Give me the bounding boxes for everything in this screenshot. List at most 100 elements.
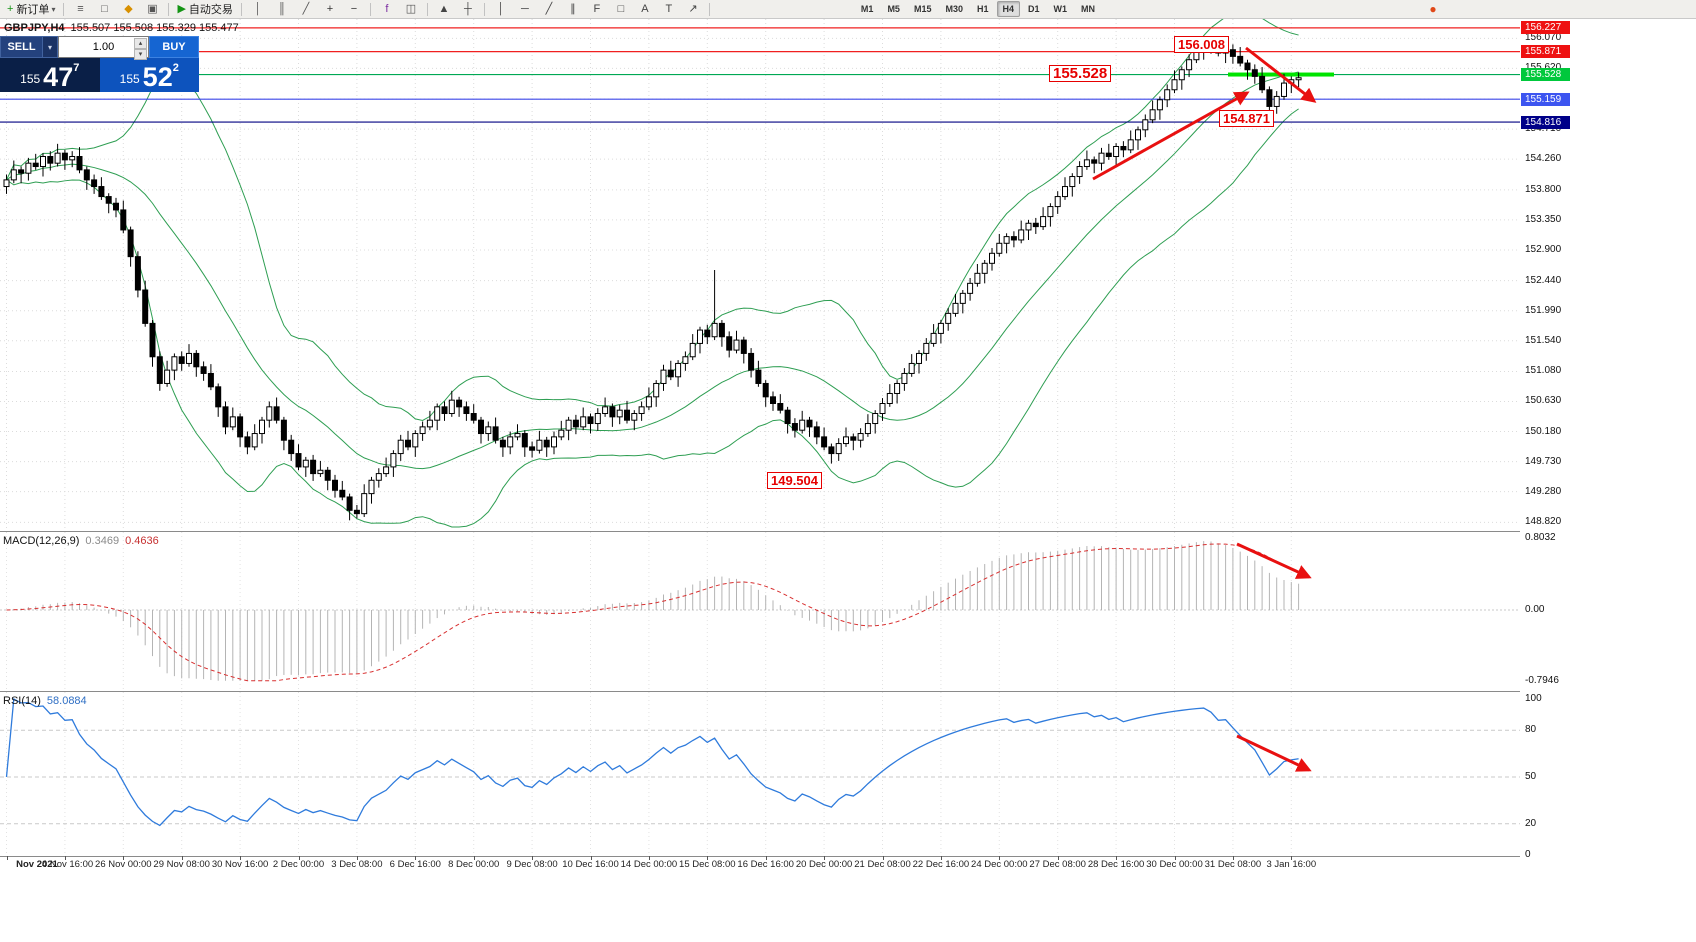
time-tick (1232, 856, 1234, 860)
price-scale-label: 149.730 (1525, 455, 1562, 467)
macd-scale-label: -0.7946 (1525, 675, 1559, 687)
volume-up-button[interactable]: ▴ (134, 38, 147, 49)
rsi-scale-label: 0 (1525, 849, 1531, 860)
timeframe-toolbar: M1 M5 M15 M30 H1 H4 D1 W1 MN (854, 1, 1102, 17)
candlestick-icon: ║ (278, 3, 286, 15)
time-tick (824, 856, 826, 860)
price-scale-label: 153.350 (1525, 213, 1562, 225)
crosshair-icon[interactable]: ┼ (457, 0, 479, 18)
timeframe-m15[interactable]: M15 (913, 4, 932, 14)
timeframe-d1[interactable]: D1 (1028, 4, 1040, 14)
macd-main-value: 0.3469 (85, 535, 120, 547)
auto-trading-button-label: 自动交易 (188, 4, 233, 16)
one-click-trading-panel: SELL ▾ 1.00 ▴ ▾ BUY 155 47 7 155 52 2 (0, 36, 199, 92)
sell-price[interactable]: 155 47 7 (0, 58, 100, 92)
timeframe-h4[interactable]: H4 (996, 1, 1021, 17)
sell-dropdown-caret[interactable]: ▾ (43, 36, 58, 58)
label-icon[interactable]: T (658, 0, 680, 18)
navigator-icon[interactable]: ◆ (117, 0, 139, 18)
auto-trading-button[interactable]: ▶ 自动交易 (174, 0, 235, 18)
tile-windows-icon: ◫ (405, 3, 417, 15)
rsi-panel[interactable] (0, 692, 1520, 856)
marked-price-box: 156.227 (1521, 21, 1570, 35)
time-tick (123, 856, 125, 860)
time-tick (1174, 856, 1176, 860)
new-order-button: + (7, 3, 14, 15)
bar-chart-icon[interactable]: │ (247, 0, 269, 18)
indicators-icon[interactable]: f (376, 0, 398, 18)
price-scale-label: 151.080 (1525, 365, 1562, 377)
volume-down-button[interactable]: ▾ (134, 49, 147, 60)
line-chart-icon[interactable]: ╱ (295, 0, 317, 18)
zoom-in-icon[interactable]: + (319, 0, 341, 18)
zoom-in-icon: + (326, 3, 334, 15)
time-tick (590, 856, 592, 860)
price-chart[interactable] (0, 19, 1520, 531)
terminal-icon[interactable]: ▣ (141, 0, 163, 18)
sell-button[interactable]: SELL (0, 36, 43, 58)
rsi-grid (0, 692, 1520, 856)
time-label: 2 Dec 00:00 (272, 859, 325, 870)
timeframe-w1[interactable]: W1 (1053, 4, 1068, 14)
market-watch-icon[interactable]: ≡ (69, 0, 91, 18)
data-window-icon: □ (101, 3, 108, 15)
price-annotation: 154.871 (1219, 110, 1274, 127)
buy-price[interactable]: 155 52 2 (99, 58, 199, 92)
arrow-icon[interactable]: ↗ (682, 0, 704, 18)
rsi-scale-label: 20 (1525, 817, 1537, 829)
volume-input[interactable]: 1.00 ▴ ▾ (58, 36, 149, 60)
time-axis[interactable]: Nov 2021 24 Nov 16:00 26 Nov 00:00 29 Nov 0… (0, 856, 1572, 874)
macd-scale-label: 0.8032 (1525, 532, 1556, 544)
text-icon[interactable]: A (634, 0, 656, 18)
macd-histogram (13, 541, 1300, 681)
trendline-icon[interactable]: ╱ (538, 0, 560, 18)
horizontal-line-icon[interactable]: ─ (514, 0, 536, 18)
timeframe-m30[interactable]: M30 (945, 4, 963, 14)
channel-icon[interactable]: ∥ (562, 0, 584, 18)
time-tick (765, 856, 767, 860)
fibonacci-icon[interactable]: F (586, 0, 608, 18)
price-scale-label: 156.070 (1525, 32, 1562, 44)
time-label: 6 Dec 16:00 (389, 859, 441, 870)
toolbar-separator (63, 2, 65, 16)
timeframe-m5[interactable]: M5 (887, 4, 900, 14)
candlestick-icon[interactable]: ║ (271, 0, 293, 18)
zoom-out-icon: − (350, 3, 358, 15)
text-icon: A (641, 3, 649, 15)
bollinger-bands (6, 19, 1299, 528)
shapes-icon[interactable]: □ (610, 0, 632, 18)
volume-value: 1.00 (92, 41, 115, 53)
buy-button[interactable]: BUY (149, 36, 199, 58)
price-scale-label: 152.900 (1525, 243, 1562, 255)
timeframe-m1[interactable]: M1 (860, 4, 874, 14)
time-label: 24 Dec 00:00 (971, 859, 1028, 870)
timeframe-mn[interactable]: MN (1081, 4, 1096, 14)
panel-separator[interactable] (0, 531, 1572, 532)
panel-separator[interactable] (0, 691, 1572, 692)
marked-price-box: 155.159 (1521, 92, 1570, 106)
terminal-icon: ▣ (147, 3, 158, 15)
tile-windows-icon[interactable]: ◫ (400, 0, 422, 18)
new-order-button[interactable]: + 新订单 ▾ (4, 0, 58, 18)
rsi-indicator-label: RSI(14) 58.0884 (3, 695, 87, 707)
cursor-icon: ▲ (438, 3, 450, 15)
zoom-out-icon[interactable]: − (343, 0, 365, 18)
community-icon[interactable]: ● (1429, 2, 1437, 16)
time-tick (240, 856, 242, 860)
price-scale[interactable]: 156.070 155.620 154.710 154.260 153.800 153.3… (1520, 19, 1572, 872)
data-window-icon[interactable]: □ (93, 0, 115, 18)
marked-price-box: 154.816 (1521, 115, 1570, 129)
price-scale-label: 154.260 (1525, 153, 1562, 165)
time-tick (648, 856, 650, 860)
rsi-value: 58.0884 (46, 695, 87, 707)
cursor-icon[interactable]: ▲ (433, 0, 455, 18)
vertical-line-icon[interactable]: │ (490, 0, 512, 18)
timeframe-h1[interactable]: H1 (976, 4, 989, 14)
marked-price-box: 155.528 (1521, 68, 1570, 82)
toolbar-separator (168, 2, 170, 16)
time-tick (999, 856, 1001, 860)
price-scale-label: 153.800 (1525, 183, 1562, 195)
rsi-line (5, 697, 1299, 827)
macd-panel[interactable] (0, 532, 1520, 690)
